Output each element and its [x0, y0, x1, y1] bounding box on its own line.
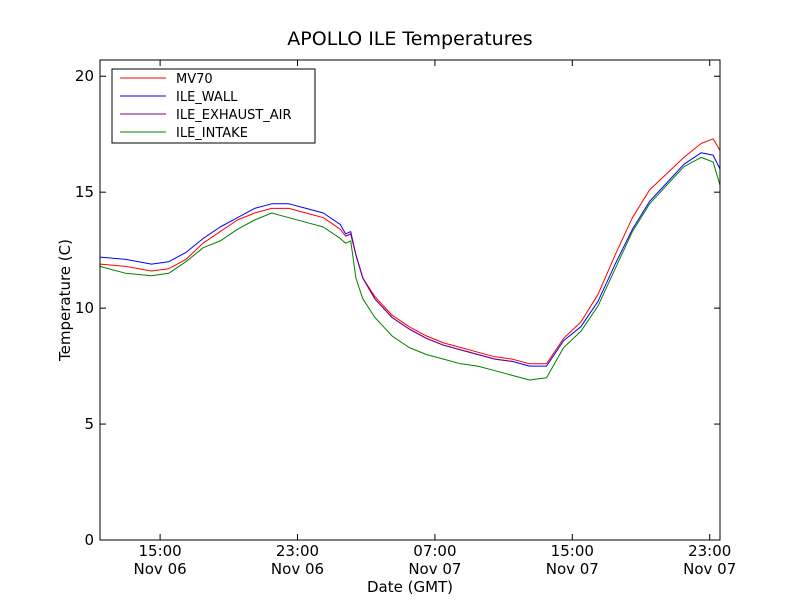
series-layer: [99, 138, 721, 381]
x-tick-time-3: 15:00: [551, 542, 594, 560]
legend-label-0: MV70: [176, 72, 213, 87]
series-line-2: [345, 233, 513, 362]
x-tick-date-3: Nov 07: [546, 560, 599, 578]
axes-frame: [99, 59, 721, 541]
y-axis-label: Temperature (C): [56, 239, 74, 362]
x-tick-date-1: Nov 06: [271, 560, 324, 578]
x-tick-time-4: 23:00: [688, 542, 731, 560]
x-tick-date-4: Nov 07: [683, 560, 736, 578]
y-tick-label-4: 20: [75, 67, 94, 85]
chart-title: APOLLO ILE Temperatures: [287, 28, 532, 50]
y-tick-label-2: 10: [75, 299, 94, 317]
x-tick-date-2: Nov 07: [408, 560, 461, 578]
y-tick-label-3: 15: [75, 183, 94, 201]
legend: MV70 ILE_WALL ILE_EXHAUST_AIR ILE_INTAKE: [111, 68, 316, 144]
x-tick-time-2: 07:00: [413, 542, 456, 560]
x-tick-time-1: 23:00: [276, 542, 319, 560]
legend-label-1: ILE_WALL: [176, 90, 238, 105]
legend-box: [111, 68, 316, 144]
legend-label-2: ILE_EXHAUST_AIR: [176, 108, 292, 123]
legend-label-3: ILE_INTAKE: [176, 126, 248, 141]
x-axis-label: Date (GMT): [367, 578, 453, 596]
x-tick-date-0: Nov 06: [134, 560, 187, 578]
series-line-0: [99, 138, 721, 365]
series-line-3: [99, 156, 721, 381]
x-tick-time-0: 15:00: [138, 542, 181, 560]
y-tick-label-0: 0: [84, 531, 94, 549]
y-tick-label-1: 5: [84, 415, 94, 433]
